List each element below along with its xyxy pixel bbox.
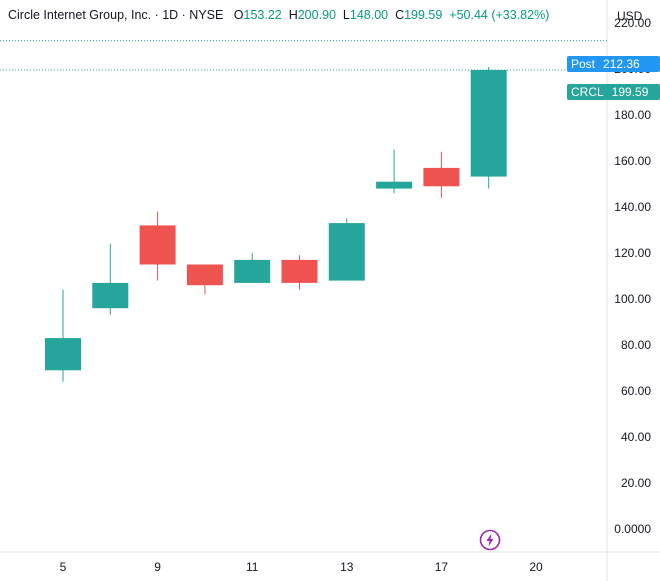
high-value: 200.90 [297, 8, 336, 22]
last-tag-value: 199.59 [611, 85, 649, 99]
post-market-price-tag: Post 212.36 [567, 56, 660, 72]
close-value: 199.59 [404, 8, 443, 22]
low-value: 148.00 [349, 8, 389, 22]
price-tick-label: 20.00 [621, 476, 651, 490]
candle-body [45, 338, 81, 371]
candle-body [139, 225, 176, 265]
time-tick-label: 20 [529, 560, 543, 574]
symbol-title: Circle Internet Group, Inc. · 1D · NYSE [8, 8, 224, 22]
price-tick-label: 40.00 [621, 430, 651, 444]
price-tick-label: 220.00 [614, 16, 651, 30]
price-tick-label: 180.00 [614, 108, 651, 122]
price-lines [0, 40, 607, 71]
candles [45, 66, 507, 382]
time-tick-label: 13 [340, 560, 354, 574]
open-value: 153.22 [243, 8, 282, 22]
candle-body [423, 167, 460, 187]
high-label: H [288, 8, 298, 22]
price-axis[interactable]: 220.00200.00180.00160.00140.00120.00100.… [614, 16, 651, 536]
candle-body [376, 181, 413, 189]
price-tick-label: 60.00 [621, 384, 651, 398]
time-axis[interactable]: 5 9 11 13 17 20 [60, 560, 543, 574]
candle-body [328, 223, 365, 281]
open-label: O [233, 8, 244, 22]
last-price-tag: CRCL 199.59 [567, 84, 660, 100]
price-tick-label: 100.00 [614, 292, 651, 306]
price-tick-label: 140.00 [614, 200, 651, 214]
price-tick-label: 80.00 [621, 338, 651, 352]
close-label: C [395, 8, 405, 22]
candle-body [281, 259, 318, 283]
post-tag-name: Post [571, 57, 596, 71]
candle-body [234, 259, 271, 283]
time-tick-label: 5 [60, 560, 67, 574]
low-label: L [342, 8, 350, 22]
price-tick-label: 120.00 [614, 246, 651, 260]
change-value: +50.44 (+33.82%) [449, 8, 550, 22]
time-tick-label: 9 [154, 560, 161, 574]
lightning-icon[interactable] [479, 529, 501, 551]
post-tag-value: 212.36 [603, 57, 640, 71]
currency-label[interactable]: USD [617, 9, 643, 23]
price-tick-label: 160.00 [614, 154, 651, 168]
time-tick-label: 11 [246, 560, 259, 574]
time-tick-label: 17 [435, 560, 449, 574]
candle-body [92, 282, 129, 309]
price-tick-label: 0.0000 [614, 522, 651, 536]
last-tag-name: CRCL [571, 85, 604, 99]
symbol-legend: Circle Internet Group, Inc. · 1D · NYSE … [8, 8, 549, 22]
candle-body [470, 69, 507, 177]
candle-body [186, 264, 223, 286]
